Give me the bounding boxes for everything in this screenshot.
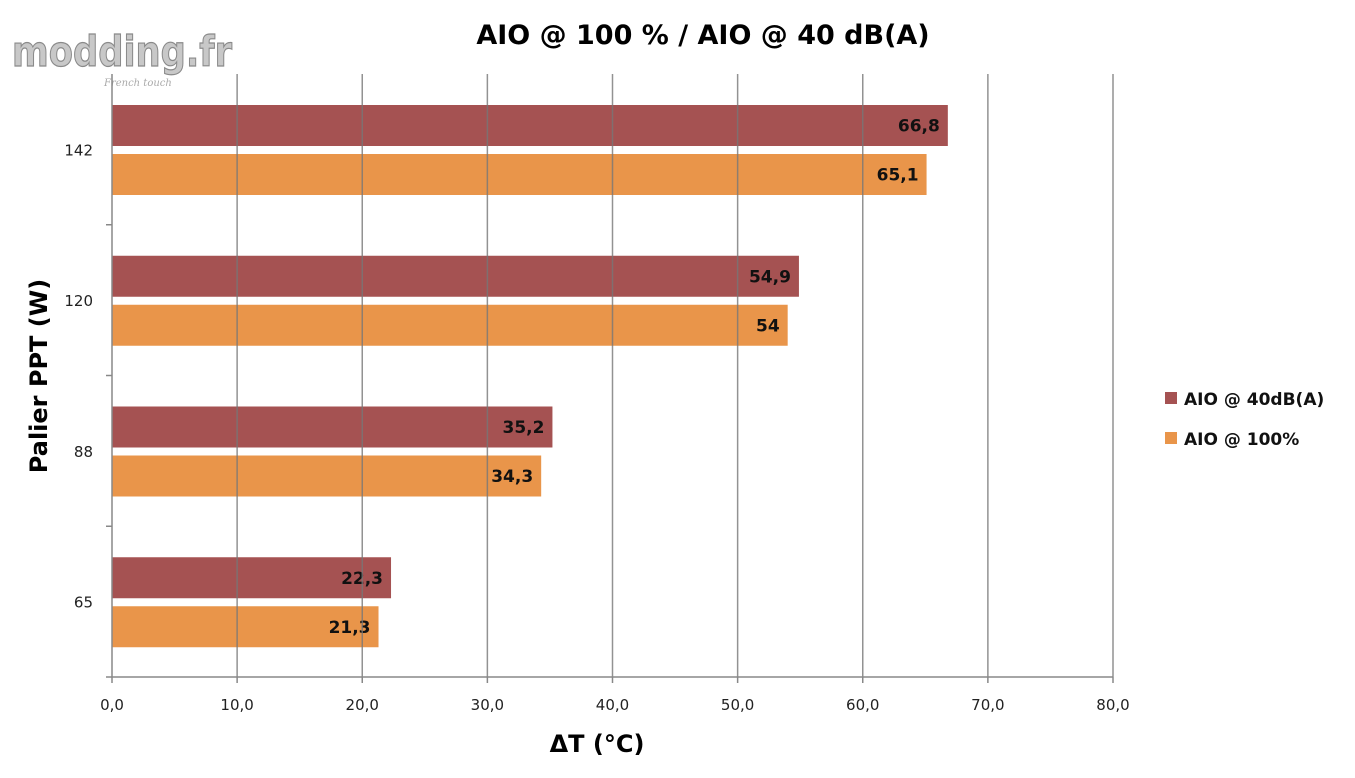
bar-88-series-0: [112, 406, 553, 448]
x-tick-label: 10,0: [220, 696, 253, 714]
legend-swatch: [1165, 432, 1177, 444]
x-tick-label: 50,0: [721, 696, 754, 714]
y-tick-label: 88: [74, 443, 93, 461]
y-tick-label: 142: [64, 141, 93, 159]
x-tick-label: 40,0: [596, 696, 629, 714]
logo-text: modding.fr: [12, 27, 232, 76]
logo-tagline: French touch: [103, 78, 172, 89]
y-axis-label: Palier PPT (W): [25, 279, 53, 473]
data-label: 65,1: [877, 166, 919, 186]
data-label: 35,2: [502, 418, 544, 438]
bar-142-series-0: [112, 105, 948, 146]
bar-65-series-1: [112, 606, 379, 648]
legend-swatch: [1165, 392, 1177, 404]
x-axis-label: ΔT (°C): [550, 730, 645, 758]
bar-88-series-1: [112, 455, 542, 497]
y-tick-label: 120: [64, 292, 93, 310]
y-tick-label: 65: [74, 594, 93, 612]
data-label: 66,8: [898, 117, 940, 137]
x-tick-label: 80,0: [1096, 696, 1129, 714]
chart-title: AIO @ 100 % / AIO @ 40 dB(A): [476, 20, 929, 51]
data-label: 54,9: [749, 267, 791, 287]
x-tick-label: 70,0: [971, 696, 1004, 714]
x-tick-label: 20,0: [346, 696, 379, 714]
data-label: 54: [756, 316, 780, 336]
data-label: 21,3: [329, 618, 371, 638]
legend-label: AIO @ 40dB(A): [1184, 390, 1324, 410]
x-tick-label: 0,0: [100, 696, 124, 714]
legend: AIO @ 40dB(A) AIO @ 100%: [1165, 390, 1324, 450]
x-tick-label: 60,0: [846, 696, 879, 714]
x-tick-label: 30,0: [471, 696, 504, 714]
bar-120-series-1: [112, 304, 788, 346]
bar-142-series-1: [112, 154, 927, 195]
bar-65-series-0: [112, 557, 392, 599]
data-label: 34,3: [491, 467, 533, 487]
modding-logo: modding.fr French touch: [11, 26, 232, 89]
legend-label: AIO @ 100%: [1184, 430, 1299, 450]
bar-120-series-0: [112, 255, 799, 297]
